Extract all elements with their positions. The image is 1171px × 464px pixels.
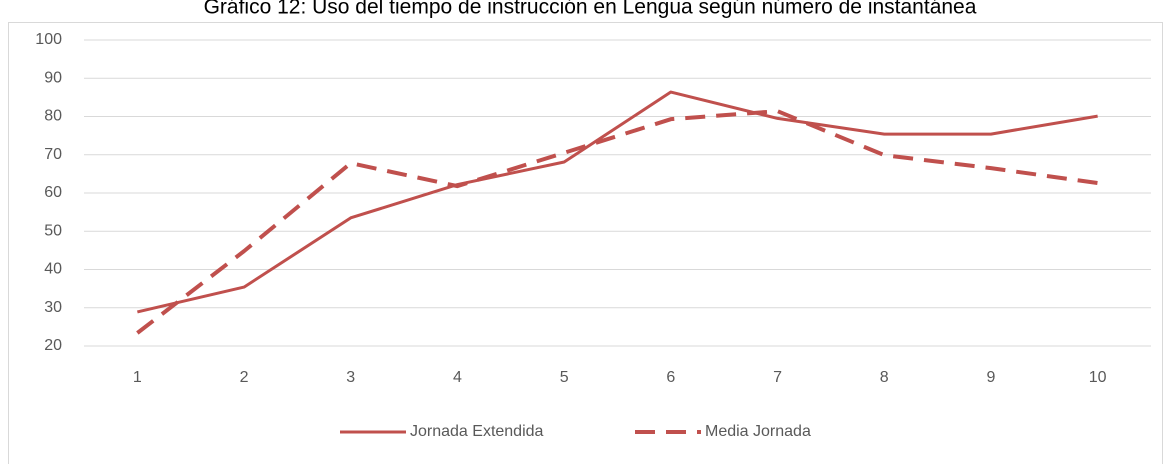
y-tick-label: 50: [44, 222, 62, 239]
x-tick-label: 8: [880, 369, 889, 386]
x-tick-label: 2: [240, 369, 249, 386]
legend-label: Media Jornada: [705, 423, 811, 440]
x-tick-label: 10: [1089, 369, 1107, 386]
y-tick-label: 100: [35, 31, 62, 48]
y-tick-label: 20: [44, 337, 62, 354]
x-tick-label: 5: [560, 369, 569, 386]
line-series: [136, 109, 1098, 335]
x-tick-label: 9: [986, 369, 995, 386]
y-tick-label: 70: [44, 146, 62, 163]
legend-label: Jornada Extendida: [410, 423, 544, 440]
x-tick-label: 7: [773, 369, 782, 386]
x-tick-label: 4: [453, 369, 462, 386]
chart-border: [8, 22, 1163, 464]
y-tick-label: 60: [44, 184, 62, 201]
x-tick-label: 1: [133, 369, 142, 386]
line-series: [137, 90, 1098, 314]
x-tick-label: 3: [346, 369, 355, 386]
y-tick-label: 80: [44, 108, 62, 125]
y-tick-label: 90: [44, 69, 62, 86]
chart-title: Gráfico 12: Uso del tiempo de instrucció…: [204, 0, 977, 19]
y-tick-label: 30: [44, 299, 62, 316]
y-tick-label: 40: [44, 261, 62, 278]
x-tick-label: 6: [666, 369, 675, 386]
